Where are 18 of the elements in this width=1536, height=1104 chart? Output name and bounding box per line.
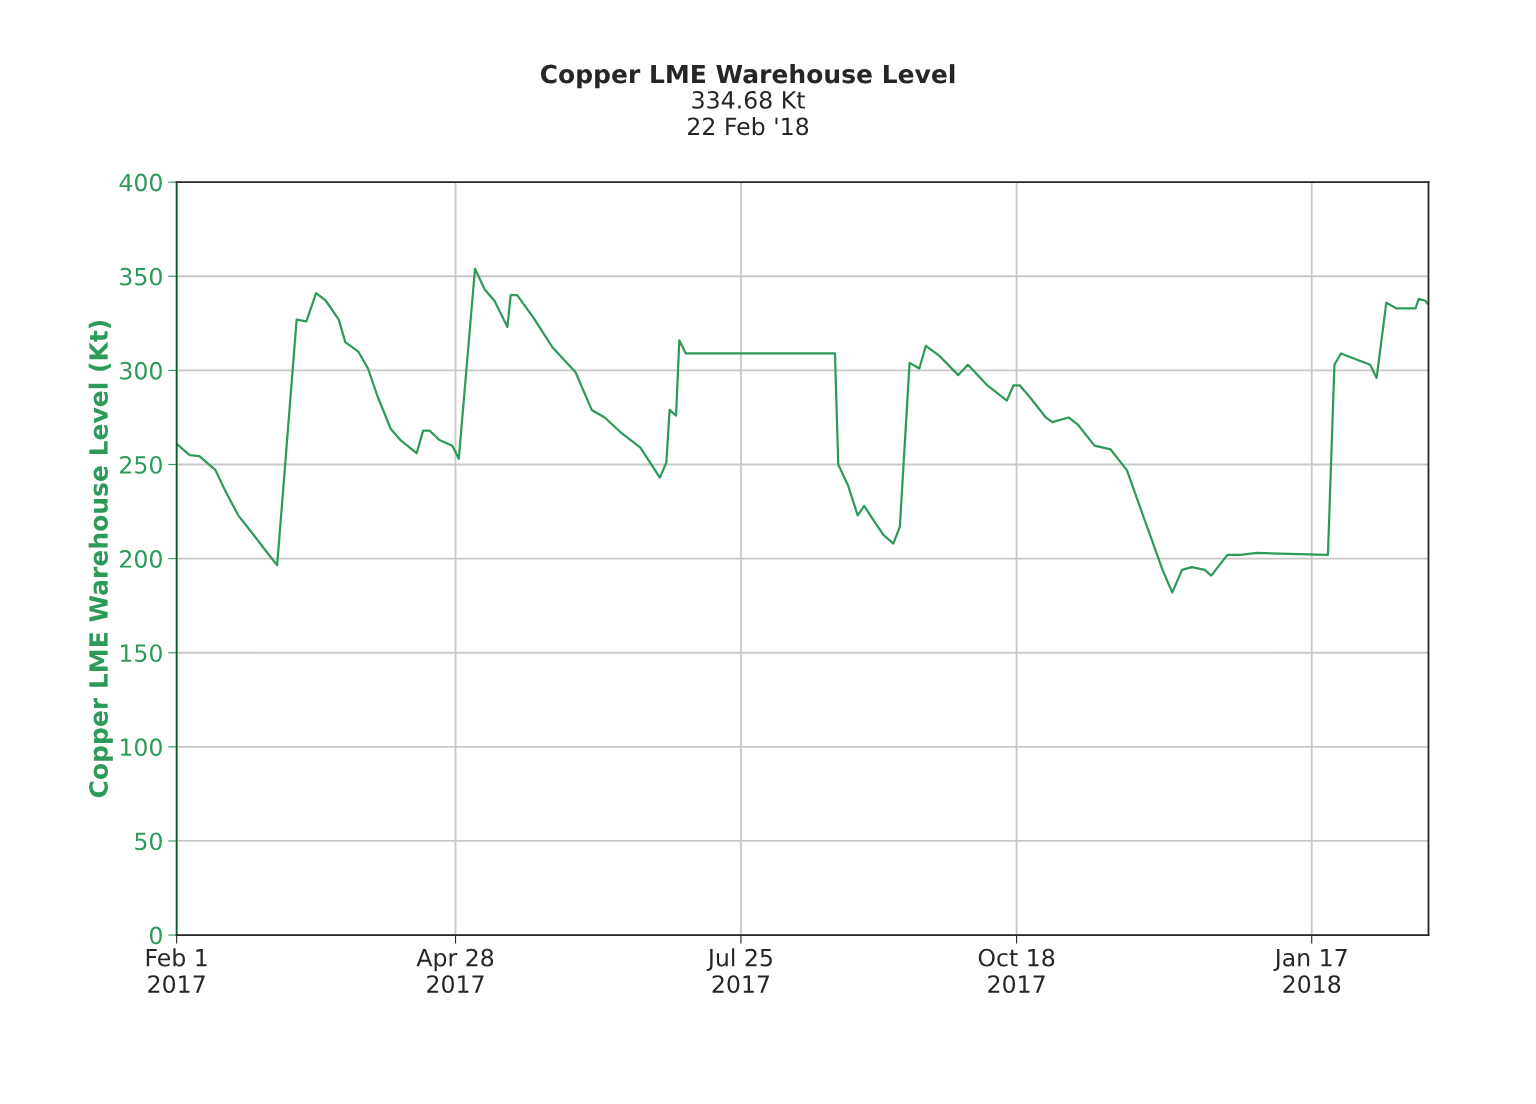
y-tick-label: 100 <box>120 738 162 757</box>
y-tick-label: 150 <box>120 644 162 663</box>
x-tick-label: Apr 28 2017 <box>416 948 494 993</box>
chart-title: Copper LME Warehouse Level <box>540 64 955 89</box>
y-tick-label: 350 <box>120 267 162 286</box>
x-tick-label: Feb 1 2017 <box>146 948 207 993</box>
line-series <box>176 267 1429 594</box>
y-axis-title: Copper LME Warehouse Level (Kt) <box>88 320 113 798</box>
x-tick-label: Jan 17 2018 <box>1273 949 1347 993</box>
y-tick-label: 300 <box>120 361 162 380</box>
x-tick-label: Jul 25 2017 <box>706 948 772 993</box>
chart-subtitle: 334.68 Kt 22 Feb '18 <box>688 90 809 136</box>
y-tick-label: 250 <box>120 455 162 474</box>
y-tick-label: 200 <box>120 550 162 568</box>
y-tick-label: 50 <box>135 832 162 851</box>
x-tick-label: Oct 18 2017 <box>978 948 1055 993</box>
y-tick-label: 0 <box>149 926 162 945</box>
y-tick-label: 400 <box>119 173 162 192</box>
